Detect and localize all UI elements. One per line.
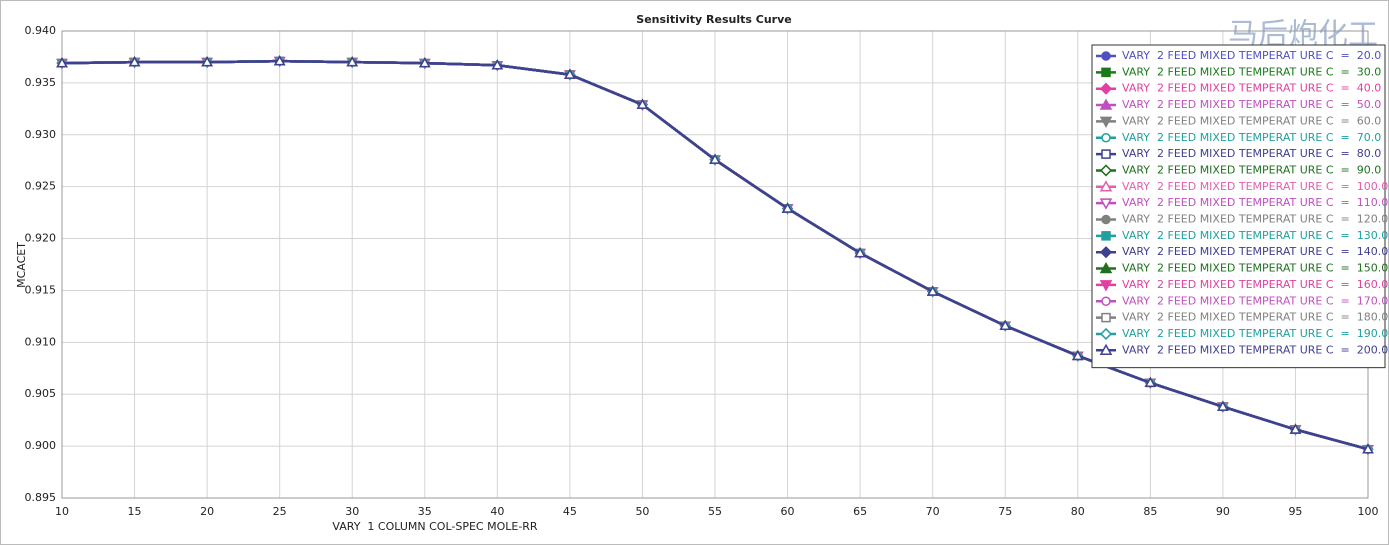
x-tick-label: 15 <box>128 505 142 518</box>
legend-marker <box>1099 280 1113 292</box>
data-point <box>1144 376 1157 388</box>
legend-marker <box>1099 262 1113 274</box>
legend-marker <box>1101 296 1111 306</box>
x-tick-label: 60 <box>781 505 795 518</box>
x-tick-label: 40 <box>490 505 504 518</box>
y-tick-label: 0.920 <box>25 232 57 245</box>
x-tick-label: 20 <box>200 505 214 518</box>
data-point <box>854 247 866 258</box>
legend-marker <box>1101 231 1111 241</box>
x-tick-label: 10 <box>55 505 69 518</box>
y-tick-label: 0.910 <box>25 335 57 348</box>
data-point <box>128 56 141 67</box>
data-point <box>1071 349 1084 361</box>
x-tick-label: 70 <box>926 505 940 518</box>
y-tick-label: 0.940 <box>25 24 57 37</box>
legend-label: VARY 2 FEED MIXED TEMPERAT URE C = 140.0 <box>1122 245 1388 258</box>
x-tick-label: 80 <box>1071 505 1085 518</box>
data-point <box>418 57 431 68</box>
data-point <box>346 56 359 67</box>
data-point <box>1362 443 1374 454</box>
x-tick-label: 75 <box>998 505 1012 518</box>
legend-marker <box>1101 133 1111 143</box>
data-point <box>781 202 794 213</box>
x-tick-label: 35 <box>418 505 432 518</box>
legend-label: VARY 2 FEED MIXED TEMPERAT URE C = 20.0 <box>1122 49 1381 62</box>
legend-label: VARY 2 FEED MIXED TEMPERAT URE C = 80.0 <box>1122 147 1381 160</box>
data-point <box>201 56 213 67</box>
data-point <box>1217 400 1229 411</box>
legend-label: VARY 2 FEED MIXED TEMPERAT URE C = 50.0 <box>1122 98 1381 111</box>
data-point <box>709 153 721 164</box>
y-tick-label: 0.935 <box>25 76 57 89</box>
legend-label: VARY 2 FEED MIXED TEMPERAT URE C = 200.0 <box>1122 343 1388 356</box>
series <box>56 55 1374 454</box>
legend-label: VARY 2 FEED MIXED TEMPERAT URE C = 40.0 <box>1122 82 1381 95</box>
legend-label: VARY 2 FEED MIXED TEMPERAT URE C = 120.0 <box>1122 213 1388 226</box>
y-tick-label: 0.895 <box>25 491 57 504</box>
legend-label: VARY 2 FEED MIXED TEMPERAT URE C = 170.0 <box>1122 294 1388 307</box>
x-tick-label: 45 <box>563 505 577 518</box>
legend-marker <box>1099 343 1113 356</box>
legend-marker <box>1099 98 1113 110</box>
y-tick-label: 0.915 <box>25 283 57 296</box>
x-tick-label: 90 <box>1216 505 1230 518</box>
x-tick-label: 100 <box>1358 505 1379 518</box>
legend-marker <box>1101 214 1111 225</box>
y-tick-label: 0.925 <box>25 180 57 193</box>
legend-label: VARY 2 FEED MIXED TEMPERAT URE C = 90.0 <box>1122 163 1381 176</box>
x-axis-label: VARY 1 COLUMN COL-SPEC MOLE-RR <box>332 520 538 533</box>
legend-marker <box>1101 67 1111 78</box>
legend-marker <box>1099 164 1113 177</box>
data-point <box>491 59 504 70</box>
legend-label: VARY 2 FEED MIXED TEMPERAT URE C = 70.0 <box>1122 131 1381 144</box>
legend-label: VARY 2 FEED MIXED TEMPERAT URE C = 60.0 <box>1122 114 1381 127</box>
legend-marker <box>1101 149 1111 159</box>
legend-marker <box>1099 116 1113 128</box>
legend-marker <box>1099 327 1113 341</box>
legend-label: VARY 2 FEED MIXED TEMPERAT URE C = 150.0 <box>1122 262 1388 275</box>
legend-label: VARY 2 FEED MIXED TEMPERAT URE C = 180.0 <box>1122 311 1388 324</box>
x-tick-label: 50 <box>635 505 649 518</box>
chart-title: Sensitivity Results Curve <box>636 13 791 26</box>
data-point <box>926 285 939 296</box>
x-tick-label: 95 <box>1288 505 1302 518</box>
legend-box <box>1091 44 1386 369</box>
y-tick-label: 0.930 <box>25 128 57 141</box>
x-tick-label: 85 <box>1143 505 1157 518</box>
legend-marker <box>1101 51 1111 61</box>
data-point <box>56 57 68 68</box>
legend-label: VARY 2 FEED MIXED TEMPERAT URE C = 130.0 <box>1122 229 1388 242</box>
x-tick-label: 55 <box>708 505 722 518</box>
data-point <box>999 319 1012 330</box>
y-axis-label: MCACET <box>15 242 28 288</box>
legend-marker <box>1099 246 1113 259</box>
data-point <box>273 55 286 66</box>
legend-marker <box>1099 180 1113 192</box>
legend-label: VARY 2 FEED MIXED TEMPERAT URE C = 100.0 <box>1122 180 1388 193</box>
data-point <box>636 98 649 109</box>
legend-label: VARY 2 FEED MIXED TEMPERAT URE C = 190.0 <box>1122 327 1388 340</box>
legend-label: VARY 2 FEED MIXED TEMPERAT URE C = 30.0 <box>1122 65 1381 78</box>
legend-marker <box>1099 198 1113 210</box>
x-tick-label: 25 <box>273 505 287 518</box>
legend-marker <box>1101 312 1111 323</box>
legend-marker <box>1099 82 1113 95</box>
y-tick-label: 0.905 <box>25 387 57 400</box>
data-point <box>564 68 576 79</box>
x-tick-label: 30 <box>345 505 359 518</box>
y-tick-label: 0.900 <box>25 439 57 452</box>
legend: VARY 2 FEED MIXED TEMPERAT URE C = 20.0 V… <box>1091 44 1388 369</box>
data-point <box>1289 423 1302 434</box>
legend-label: VARY 2 FEED MIXED TEMPERAT URE C = 110.0 <box>1122 196 1388 209</box>
legend-label: VARY 2 FEED MIXED TEMPERAT URE C = 160.0 <box>1122 278 1388 291</box>
x-tick-label: 65 <box>853 505 867 518</box>
